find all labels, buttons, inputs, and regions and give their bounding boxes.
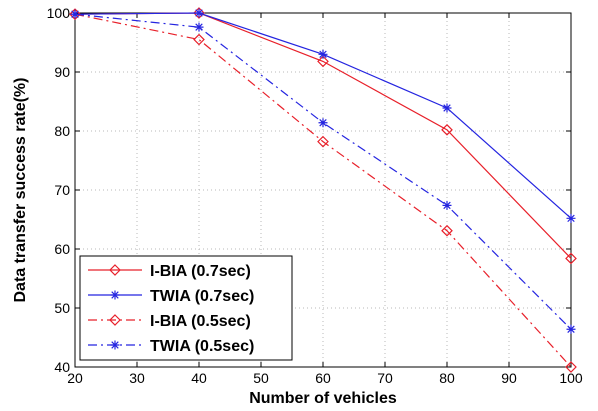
legend-item: I-BIA (0.5sec) <box>88 313 251 330</box>
data-point-marker <box>565 361 577 373</box>
series-line <box>74 13 572 330</box>
data-point-marker <box>565 252 577 265</box>
x-tick-label: 20 <box>67 370 83 386</box>
legend: I-BIA (0.7sec) TWIA (0.7sec) I-BIA (0.5sec… <box>79 255 293 361</box>
data-point-marker <box>110 340 120 350</box>
data-point-marker <box>109 264 121 276</box>
legend-item: I-BIA (0.7sec) <box>88 263 251 280</box>
data-point-marker <box>441 224 453 237</box>
y-tick-label: 40 <box>54 359 70 375</box>
data-point-marker <box>566 324 576 334</box>
x-tick-label: 30 <box>129 370 145 386</box>
y-tick-label: 100 <box>47 5 71 21</box>
series-4 <box>70 9 576 334</box>
series-2 <box>70 8 576 223</box>
y-tick-label: 90 <box>54 64 70 80</box>
data-point-marker <box>318 118 328 128</box>
data-point-marker <box>318 49 328 59</box>
data-point-marker <box>69 8 81 21</box>
data-series <box>69 7 577 373</box>
x-tick-label: 100 <box>559 370 583 386</box>
y-axis-title: Data transfer success rate(%) <box>12 78 29 303</box>
data-point-marker <box>193 7 205 19</box>
x-tick-label: 40 <box>191 370 207 386</box>
legend-label: I-BIA (0.7sec) <box>150 263 251 280</box>
data-point-marker <box>110 290 120 300</box>
grid <box>75 13 571 367</box>
legend-label: I-BIA (0.5sec) <box>150 313 251 330</box>
x-tick-label: 60 <box>315 370 331 386</box>
legend-item: TWIA (0.5sec) <box>88 338 254 355</box>
y-tick-label: 80 <box>54 123 70 139</box>
data-point-marker <box>441 123 453 136</box>
data-point-marker <box>442 103 452 113</box>
data-point-marker <box>317 135 329 148</box>
x-axis-title: Number of vehicles <box>249 390 397 407</box>
x-tick-label: 70 <box>377 370 393 386</box>
y-tick-label: 50 <box>54 300 70 316</box>
legend-item: TWIA (0.7sec) <box>88 288 254 305</box>
data-point-marker <box>317 55 329 68</box>
data-point-marker <box>442 200 452 210</box>
data-point-marker <box>194 8 204 18</box>
data-point-marker <box>70 9 80 19</box>
x-tick-label: 90 <box>501 370 517 386</box>
data-point-marker <box>194 22 204 32</box>
legend-label: TWIA (0.7sec) <box>150 288 254 305</box>
legend-label: TWIA (0.5sec) <box>150 338 254 355</box>
data-point-marker <box>109 314 121 326</box>
y-tick-label: 60 <box>54 241 70 257</box>
axis-ticks: 20 30 40 50 60 70 80 90 100 40 50 60 70 80 90 100 <box>47 5 583 386</box>
data-point-marker <box>193 33 205 46</box>
data-point-marker <box>566 213 576 223</box>
y-tick-label: 70 <box>54 182 70 198</box>
series-line <box>74 13 572 368</box>
series-3 <box>69 8 577 373</box>
series-line <box>74 12 572 219</box>
x-tick-label: 50 <box>253 370 269 386</box>
x-tick-label: 80 <box>439 370 455 386</box>
